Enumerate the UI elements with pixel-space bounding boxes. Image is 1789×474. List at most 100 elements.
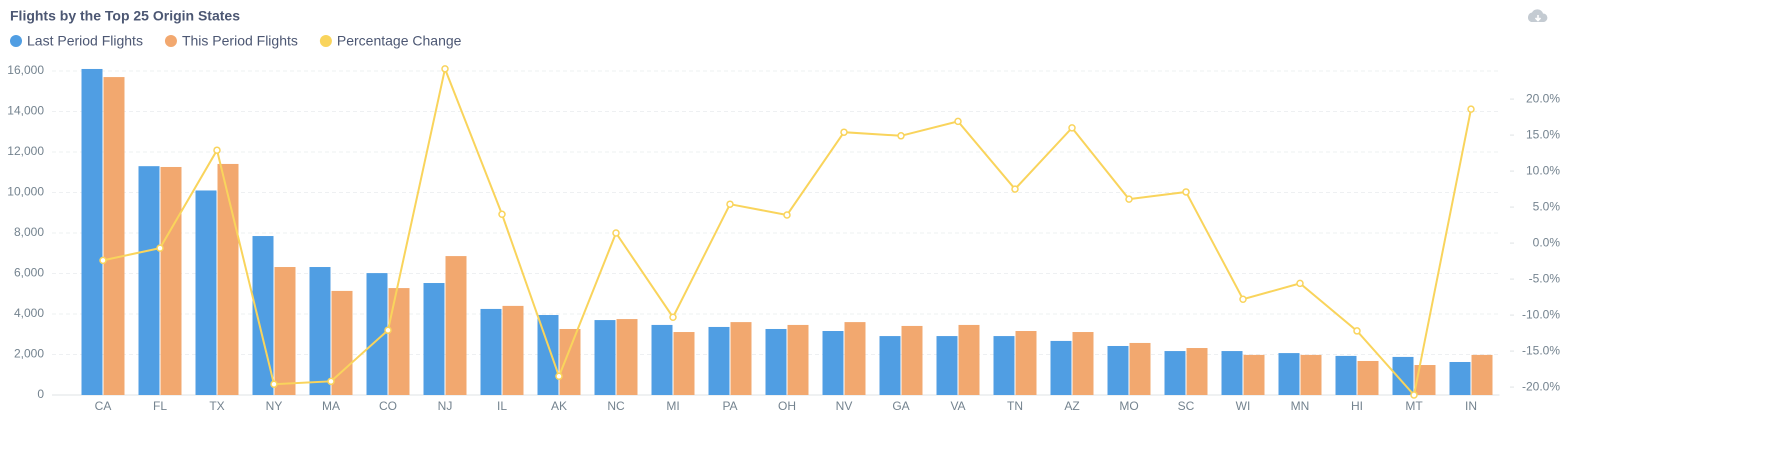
bar — [1072, 332, 1094, 395]
bar — [765, 328, 787, 395]
x-tick-label: NC — [607, 399, 625, 413]
legend-label: Percentage Change — [337, 33, 462, 49]
point — [498, 210, 506, 219]
point — [270, 380, 278, 388]
bar — [1471, 354, 1493, 395]
y2-tick-label: -15.0% — [1522, 343, 1560, 357]
x-tick-label: MO — [1119, 399, 1138, 413]
y-tick-label: 6,000 — [14, 266, 44, 280]
bar — [901, 325, 923, 395]
y-tick-label: 0 — [37, 387, 44, 401]
y2-tick-label: 20.0% — [1526, 91, 1560, 105]
point — [1125, 195, 1133, 203]
bar — [958, 324, 980, 395]
point — [1410, 391, 1418, 399]
point — [327, 377, 335, 386]
bar — [366, 273, 388, 395]
bar — [822, 331, 844, 395]
point — [612, 229, 620, 237]
y2-tick-label: -20.0% — [1522, 379, 1560, 393]
point — [1182, 188, 1190, 196]
x-tick-label: FL — [153, 399, 167, 413]
x-tick-label: CA — [95, 399, 112, 413]
bar — [1015, 331, 1037, 395]
y-tick-label: 14,000 — [7, 104, 44, 118]
bar — [195, 190, 217, 395]
bar — [138, 166, 160, 395]
bar — [331, 290, 353, 395]
point — [441, 65, 449, 73]
x-tick-label: NV — [836, 399, 853, 413]
x-tick-label: AZ — [1064, 399, 1079, 413]
y2-tick-label: -10.0% — [1522, 307, 1560, 321]
x-tick-label: IN — [1465, 399, 1477, 413]
y-tick-label: 10,000 — [7, 185, 44, 199]
x-tick-label: SC — [1178, 399, 1195, 413]
bar — [1129, 342, 1151, 395]
point — [669, 313, 677, 321]
bar — [936, 336, 958, 395]
y-tick-label: 12,000 — [7, 144, 44, 158]
bar — [879, 336, 901, 395]
legend-label: This Period Flights — [182, 33, 298, 49]
bar — [1335, 355, 1357, 395]
point — [555, 372, 563, 381]
bar — [1050, 340, 1072, 395]
bar — [708, 326, 730, 395]
bar — [103, 77, 125, 395]
x-tick-label: MA — [322, 399, 340, 413]
x-tick-label: MT — [1405, 399, 1423, 413]
bar — [274, 267, 296, 395]
bar — [616, 319, 638, 395]
bar — [787, 324, 809, 395]
bar — [445, 256, 467, 395]
download-icon[interactable] — [1527, 9, 1548, 22]
bar — [502, 305, 524, 395]
x-tick-label: PA — [722, 399, 737, 413]
y2-tick-label: -5.0% — [1529, 271, 1561, 285]
x-tick-label: MN — [1291, 399, 1310, 413]
bar — [673, 332, 695, 395]
x-tick-label: AK — [551, 399, 567, 413]
bar — [217, 163, 239, 395]
y-tick-label: 4,000 — [14, 306, 44, 320]
legend-marker — [10, 35, 22, 47]
x-tick-label: TN — [1007, 399, 1023, 413]
point — [783, 211, 791, 219]
bar — [537, 315, 559, 395]
bar — [81, 68, 103, 395]
point — [897, 132, 905, 140]
bar — [1392, 356, 1414, 395]
point — [1353, 327, 1361, 335]
x-tick-label: CO — [379, 399, 397, 413]
bar — [480, 308, 502, 395]
bar — [309, 267, 331, 395]
bar — [594, 320, 616, 395]
y-tick-label: 8,000 — [14, 225, 44, 239]
bar — [1357, 360, 1379, 395]
bar — [1164, 351, 1186, 395]
legend-marker — [319, 35, 332, 47]
x-tick-label: HI — [1351, 399, 1363, 413]
bar — [1107, 345, 1129, 395]
y2-tick-label: 10.0% — [1526, 163, 1560, 177]
x-tick-label: MI — [666, 399, 679, 413]
bar — [844, 322, 866, 395]
bar — [1449, 361, 1471, 395]
bar — [160, 166, 182, 395]
point — [384, 326, 392, 334]
x-tick-label: IL — [497, 399, 507, 413]
point — [213, 146, 221, 154]
x-tick-label: NJ — [438, 399, 453, 413]
line — [102, 65, 1472, 398]
chart-title: Flights by the Top 25 Origin States — [10, 8, 240, 24]
point — [99, 256, 107, 265]
point — [1467, 105, 1475, 113]
bar — [559, 328, 581, 395]
legend-label: Last Period Flights — [27, 33, 143, 49]
bar — [1186, 348, 1208, 395]
legend-marker — [164, 35, 177, 47]
y2-tick-label: 0.0% — [1533, 235, 1561, 249]
bar — [1221, 351, 1243, 395]
